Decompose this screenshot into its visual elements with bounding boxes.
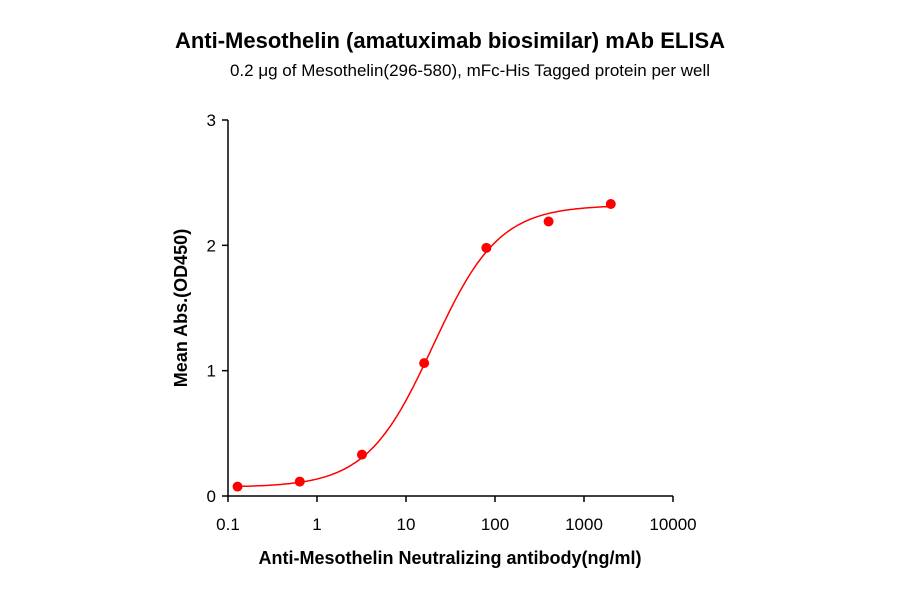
fit-curve xyxy=(237,205,611,488)
data-point xyxy=(543,216,554,227)
data-point xyxy=(232,481,243,492)
data-point xyxy=(605,198,616,209)
x-tick-label: 1 xyxy=(312,515,321,534)
axes: 0.1 1 10 100 1000 10000 0 1 2 3 xyxy=(207,111,697,534)
y-tick-label: 3 xyxy=(207,111,216,130)
y-tick-label: 2 xyxy=(207,236,216,255)
chart-subtitle: 0.2 μg of Mesothelin(296-580), mFc-His T… xyxy=(229,61,711,80)
data-points xyxy=(232,198,616,492)
chart-title: Anti-Mesothelin (amatuximab biosimilar) … xyxy=(174,28,726,53)
x-tick-label: 1000 xyxy=(565,515,603,534)
data-point xyxy=(419,358,430,369)
data-point xyxy=(481,242,492,253)
data-point xyxy=(294,476,305,487)
y-tick-label: 0 xyxy=(207,487,216,506)
y-tick-label: 1 xyxy=(207,362,216,381)
x-tick-label: 100 xyxy=(481,515,509,534)
x-tick-label: 10 xyxy=(397,515,416,534)
data-point xyxy=(356,449,367,460)
x-tick-label: 10000 xyxy=(649,515,696,534)
y-axis-label: Mean Abs.(OD450) xyxy=(171,229,191,387)
x-axis-label: Anti-Mesothelin Neutralizing antibody(ng… xyxy=(259,548,642,568)
x-tick-label: 0.1 xyxy=(216,515,240,534)
